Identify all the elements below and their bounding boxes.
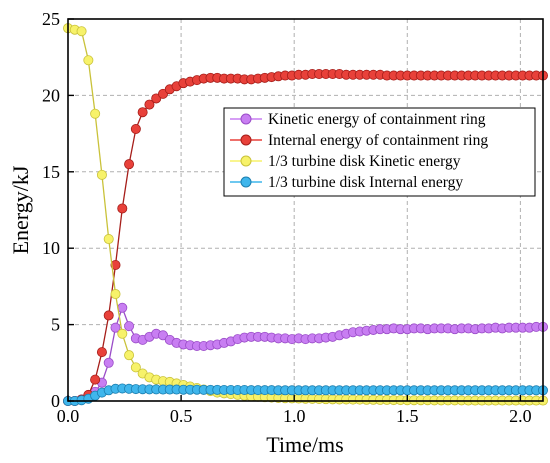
- y-tick-label: 0: [51, 391, 60, 411]
- plot-frame: [67, 18, 544, 402]
- data-point: [157, 88, 168, 99]
- series-internal-ring: [63, 69, 549, 406]
- data-point: [137, 107, 148, 118]
- series-kinetic-disk: [63, 23, 549, 406]
- x-tick-label: 1.5: [396, 406, 419, 426]
- legend-label-internal-disk: 1/3 turbine disk Internal energy: [268, 174, 463, 191]
- data-point: [151, 93, 162, 104]
- data-point: [83, 55, 94, 66]
- data-point: [117, 302, 128, 313]
- x-tick-label: 0.0: [57, 406, 80, 426]
- data-point: [103, 234, 114, 245]
- legend-label-internal-ring: Internal energy of containment ring: [268, 132, 488, 149]
- legend-label-kinetic-disk: 1/3 turbine disk Kinetic energy: [268, 153, 461, 170]
- data-point: [96, 169, 107, 180]
- legend-box: [223, 107, 536, 197]
- y-tick-label: 5: [51, 315, 60, 335]
- legend-item-kinetic-disk: 1/3 turbine disk Kinetic energy: [230, 153, 461, 170]
- series-kinetic-ring: [63, 302, 549, 406]
- y-tick-label: 15: [42, 162, 60, 182]
- x-tick-label: 2.0: [509, 406, 532, 426]
- data-point: [110, 289, 121, 300]
- data-point: [76, 26, 87, 37]
- data-point: [144, 99, 155, 110]
- legend-item-internal-disk: 1/3 turbine disk Internal energy: [230, 174, 463, 191]
- data-point: [90, 374, 101, 385]
- data-point: [124, 350, 135, 361]
- data-point: [130, 124, 141, 135]
- plot-area: [63, 23, 549, 406]
- legend: Kinetic energy of containment ring Inter…: [223, 107, 536, 197]
- y-tick-label: 25: [42, 9, 60, 29]
- data-point: [130, 362, 141, 373]
- legend-label-kinetic-ring: Kinetic energy of containment ring: [268, 111, 486, 128]
- data-point: [157, 330, 168, 341]
- y-axis-title: Energy/kJ: [8, 165, 33, 254]
- data-point: [124, 159, 135, 170]
- data-point: [103, 357, 114, 368]
- data-point: [117, 328, 128, 339]
- x-tick-labels: 0.0 0.5 1.0 1.5 2.0: [57, 406, 532, 426]
- data-point: [110, 322, 121, 333]
- x-tick-label: 0.5: [170, 406, 193, 426]
- legend-item-internal-ring: Internal energy of containment ring: [230, 132, 488, 149]
- data-point: [124, 321, 135, 332]
- y-tick-label: 20: [42, 85, 60, 105]
- series-internal-disk: [63, 383, 549, 406]
- data-point: [117, 203, 128, 214]
- x-tick-label: 1.0: [283, 406, 306, 426]
- y-tick-label: 10: [42, 238, 60, 258]
- legend-item-kinetic-ring: Kinetic energy of containment ring: [230, 111, 486, 128]
- series-line: [67, 27, 543, 402]
- x-axis-title: Time/ms: [266, 432, 343, 457]
- data-point: [103, 310, 114, 321]
- y-tick-labels: 0 5 10 15 20 25: [42, 9, 60, 411]
- data-point: [96, 347, 107, 358]
- data-point: [90, 108, 101, 119]
- axis-ticks: [67, 18, 522, 402]
- data-point: [110, 260, 121, 271]
